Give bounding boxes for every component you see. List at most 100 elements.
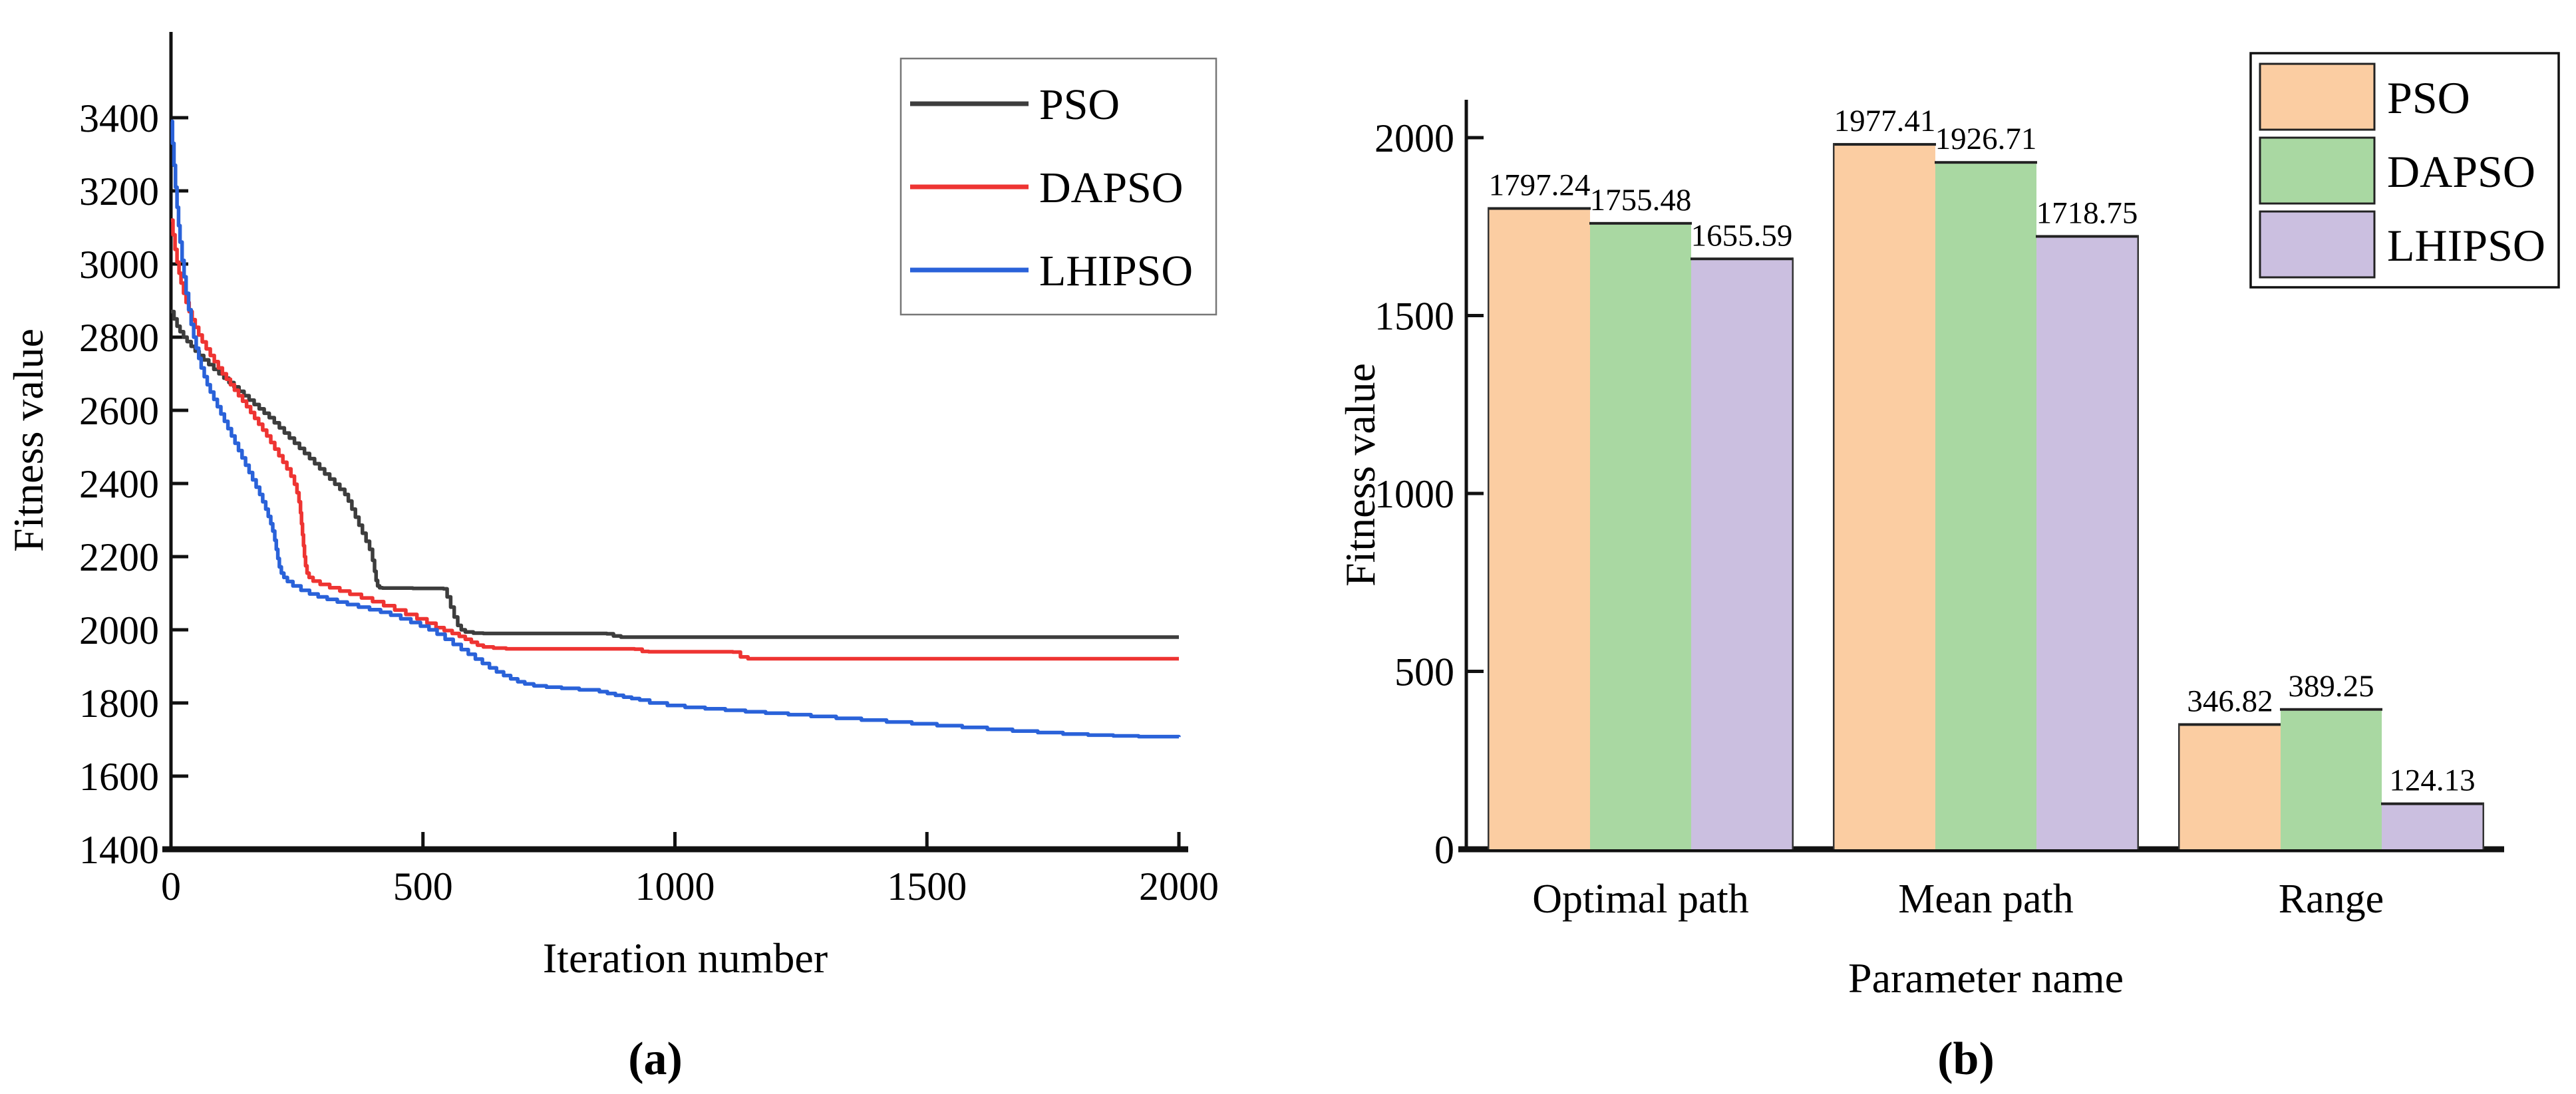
y-tick — [1466, 491, 1484, 495]
panel-b: 0 500 1000 1500 2000 Parameter name Fitness va… — [1337, 52, 2560, 1085]
x-tick — [673, 832, 677, 849]
bar-pso-1 — [1834, 146, 1935, 849]
x-tick — [421, 832, 425, 849]
y-tick-label: 2000 — [1374, 116, 1454, 160]
bar-group-left-edge — [1833, 143, 1835, 849]
category-label: Range — [2279, 877, 2384, 922]
bar-top-edge — [1834, 143, 1936, 146]
bar-top-edge — [1589, 221, 1692, 225]
y-axis-title: Fitness value — [1337, 363, 1384, 587]
y-tick — [171, 847, 188, 851]
y-tick — [1466, 670, 1484, 673]
y-tick-label: 2800 — [79, 316, 159, 360]
bar-lhipso-2 — [2382, 805, 2483, 849]
legend-line-sample-dapso — [910, 184, 1029, 190]
x-axis-title: Parameter name — [1848, 954, 2124, 1002]
caption-b: (b) — [1937, 1033, 1995, 1085]
x-tick — [1177, 832, 1181, 849]
bar-top-edge — [2381, 802, 2484, 805]
legend-a: PSO DAPSO LHIPSO — [899, 57, 1217, 316]
bar-dapso-2 — [2281, 710, 2382, 849]
bar-dapso-0 — [1590, 224, 1691, 849]
bar-pso-0 — [1489, 209, 1590, 850]
y-tick — [171, 628, 188, 632]
bar-top-edge — [2280, 708, 2382, 711]
x-tick-label: 500 — [393, 865, 453, 908]
bar-top-edge — [2036, 235, 2138, 238]
category-label: Mean path — [1898, 877, 2073, 922]
bar-lhipso-0 — [1691, 260, 1792, 849]
y-tick-label: 2600 — [79, 389, 159, 433]
bar-top-edge — [1488, 207, 1591, 210]
y-tick-label: 3400 — [79, 96, 159, 140]
bar-value-label: 1926.71 — [1935, 122, 2037, 156]
bar-group-left-edge — [2178, 723, 2180, 849]
y-tick-label: 1400 — [79, 828, 159, 872]
series-line-lhipso — [170, 119, 1181, 739]
bar-dapso-1 — [1935, 164, 2036, 849]
caption-a: (a) — [628, 1033, 683, 1085]
y-axis-title: Fitness value — [5, 329, 52, 552]
bar-top-edge — [1690, 257, 1793, 261]
bar-group-right-edge — [2482, 802, 2484, 849]
x-tick — [169, 832, 173, 849]
y-tick-label: 1600 — [79, 755, 159, 799]
y-tick — [1466, 314, 1484, 317]
y-tick-label: 2000 — [79, 609, 159, 652]
x-tick — [925, 832, 929, 849]
bar-value-label: 1977.41 — [1834, 104, 1936, 138]
bar-value-label: 1755.48 — [1590, 183, 1692, 217]
x-tick-label: 1500 — [887, 865, 967, 908]
series-line-dapso — [171, 218, 1179, 661]
bar-value-label: 346.82 — [2187, 684, 2273, 718]
y-tick — [171, 701, 188, 705]
x-tick-label: 0 — [161, 865, 181, 908]
y-axis-spine — [1464, 100, 1468, 849]
x-tick-label: 2000 — [1139, 865, 1219, 908]
y-tick — [171, 555, 188, 559]
bar-value-label: 1655.59 — [1691, 218, 1793, 253]
y-tick — [171, 116, 188, 120]
y-axis-spine — [169, 32, 173, 849]
y-tick-label: 1000 — [1374, 472, 1454, 516]
y-tick — [171, 481, 188, 485]
legend-label-lhipso: LHIPSO — [1039, 247, 1193, 295]
y-tick — [1466, 847, 1484, 851]
y-tick — [171, 774, 188, 778]
x-axis-title: Iteration number — [543, 934, 828, 982]
bar-value-label: 124.13 — [2389, 763, 2475, 798]
category-label: Optimal path — [1532, 877, 1748, 922]
series-line-pso — [171, 309, 1179, 639]
legend-label-pso: PSO — [2387, 72, 2470, 123]
legend-b: PSO DAPSO LHIPSO — [2249, 52, 2560, 289]
y-tick-label: 2200 — [79, 535, 159, 579]
bar-value-label: 1797.24 — [1489, 168, 1591, 202]
bar-value-label: 389.25 — [2288, 669, 2374, 704]
y-tick — [171, 408, 188, 412]
panel-a: 1400 1600 1800 2000 2200 2400 2600 2800 3000 3200… — [5, 32, 1219, 1085]
legend-label-lhipso: LHIPSO — [2387, 220, 2545, 271]
bar-pso-2 — [2179, 726, 2281, 849]
x-tick-label: 1000 — [635, 865, 715, 908]
y-tick-label: 3200 — [79, 170, 159, 213]
y-tick-label: 1500 — [1374, 295, 1454, 339]
bar-group-left-edge — [1488, 207, 1490, 850]
y-tick-label: 2400 — [79, 462, 159, 506]
bar-lhipso-1 — [2036, 237, 2138, 849]
legend-swatch-lhipso — [2259, 210, 2376, 279]
legend-label-dapso: DAPSO — [2387, 146, 2535, 197]
bar-group-right-edge — [1792, 257, 1794, 849]
legend-swatch-dapso — [2259, 136, 2376, 205]
legend-label-pso: PSO — [1039, 80, 1120, 129]
bar-top-edge — [1935, 161, 2037, 164]
legend-swatch-pso — [2259, 63, 2376, 131]
legend-line-sample-pso — [910, 101, 1029, 106]
y-tick-label: 3000 — [79, 243, 159, 287]
y-tick — [171, 335, 188, 339]
y-tick — [171, 189, 188, 193]
y-tick — [1466, 136, 1484, 140]
y-tick-label: 0 — [1434, 828, 1454, 872]
bar-value-label: 1718.75 — [2036, 196, 2138, 230]
